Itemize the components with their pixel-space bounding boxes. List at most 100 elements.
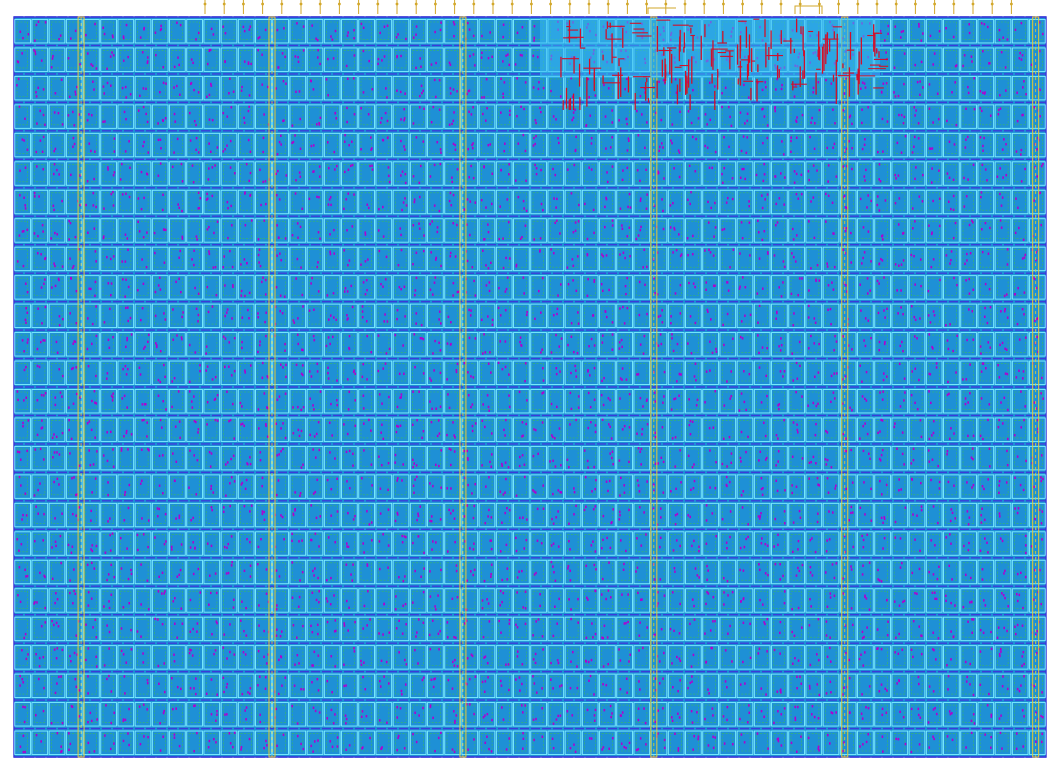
cell-pin — [449, 343, 452, 346]
cell-pin — [44, 391, 47, 395]
cell-pin — [1000, 204, 1003, 207]
cell-pin — [901, 431, 904, 434]
cell-pin — [962, 378, 964, 381]
cell-pin — [979, 106, 982, 110]
cell-pin — [625, 292, 627, 296]
std-cell — [375, 161, 393, 186]
cell-pin — [332, 292, 335, 295]
std-cell — [495, 303, 513, 329]
cell-label-hatch — [893, 391, 906, 410]
cell-pin — [40, 340, 42, 344]
cell-label-hatch — [549, 391, 562, 410]
std-cell — [461, 389, 479, 414]
cell-pin — [842, 109, 845, 112]
cell-pin — [161, 492, 164, 495]
cell-pin — [606, 171, 608, 174]
cell-label-hatch — [463, 135, 476, 154]
cell-pin — [124, 233, 127, 236]
cell-label-hatch — [997, 21, 1009, 40]
std-cell — [323, 104, 341, 129]
cell-pin — [911, 207, 914, 210]
cell-pin — [347, 263, 349, 267]
cell-pin — [433, 369, 435, 372]
cell-label-hatch — [584, 306, 596, 325]
cell-pin — [432, 484, 434, 488]
cell-pin — [623, 424, 626, 428]
cell-pin — [61, 199, 63, 203]
cell-label-hatch — [790, 334, 802, 353]
cell-pin — [250, 219, 253, 222]
cell-label-hatch — [859, 135, 871, 154]
cell-pin — [176, 334, 178, 337]
std-cell — [31, 360, 49, 385]
cell-pin — [829, 307, 832, 311]
std-cell — [495, 417, 513, 442]
cell-label-hatch — [85, 21, 97, 40]
cell-pin — [453, 34, 455, 38]
cell-pin — [1022, 113, 1024, 117]
cell-pin — [780, 87, 783, 91]
cell-pin — [388, 347, 391, 351]
cell-pin — [870, 336, 872, 340]
cell-pin — [998, 418, 1000, 422]
cell-pin — [210, 484, 213, 488]
std-cell — [513, 445, 530, 471]
cell-label-hatch — [33, 334, 46, 353]
cell-pin — [706, 123, 709, 126]
cell-pin — [574, 221, 577, 224]
cell-pin — [952, 236, 955, 240]
cell-pin — [178, 420, 181, 423]
std-cell — [306, 445, 324, 471]
cell-pin — [894, 95, 897, 98]
cell-label-hatch — [274, 50, 286, 69]
cell-label-hatch — [704, 363, 716, 382]
cell-pin — [366, 289, 368, 292]
cell-pin — [122, 35, 125, 38]
std-cell — [788, 303, 805, 329]
cell-label-hatch — [739, 135, 751, 154]
cell-label-hatch — [481, 420, 493, 439]
std-cell — [255, 104, 272, 129]
std-cell — [220, 189, 238, 215]
cell-pin — [610, 437, 613, 440]
cell-pin — [353, 369, 356, 372]
cell-pin — [329, 451, 331, 454]
cell-label-hatch — [515, 277, 527, 296]
cell-pin — [429, 175, 432, 178]
cell-pin — [280, 363, 282, 366]
cell-pin — [276, 153, 279, 156]
cell-label-hatch — [102, 135, 114, 154]
cell-pin — [481, 419, 484, 423]
std-cell — [925, 19, 943, 44]
cell-pin — [54, 396, 57, 399]
cell-label-hatch — [102, 107, 114, 126]
cell-label-hatch — [962, 334, 974, 353]
cell-pin — [199, 197, 202, 200]
cell-pin — [308, 370, 311, 373]
cell-pin — [173, 151, 175, 154]
std-cell — [1029, 132, 1046, 158]
cell-label-hatch — [119, 249, 132, 268]
std-cell — [530, 474, 547, 499]
cell-pin — [1000, 401, 1002, 404]
cell-pin — [557, 136, 559, 140]
cell-pin — [781, 140, 783, 143]
cell-pin — [145, 87, 147, 91]
cell-pin — [412, 390, 414, 393]
std-cell — [857, 132, 874, 158]
cell-label-hatch — [704, 249, 716, 268]
cell-pin — [950, 250, 953, 253]
cell-label-hatch — [171, 420, 183, 439]
cell-label-hatch — [549, 306, 562, 325]
cell-pin — [1006, 437, 1009, 441]
cell-label-hatch — [326, 107, 338, 126]
std-cell — [822, 389, 840, 414]
cell-pin — [714, 150, 717, 154]
cell-pin — [88, 142, 91, 145]
std-cell — [134, 189, 152, 215]
cell-pin — [317, 290, 320, 293]
std-cell — [530, 104, 547, 129]
cell-pin — [658, 80, 660, 84]
cell-pin — [465, 223, 468, 226]
cell-pin — [295, 363, 298, 367]
